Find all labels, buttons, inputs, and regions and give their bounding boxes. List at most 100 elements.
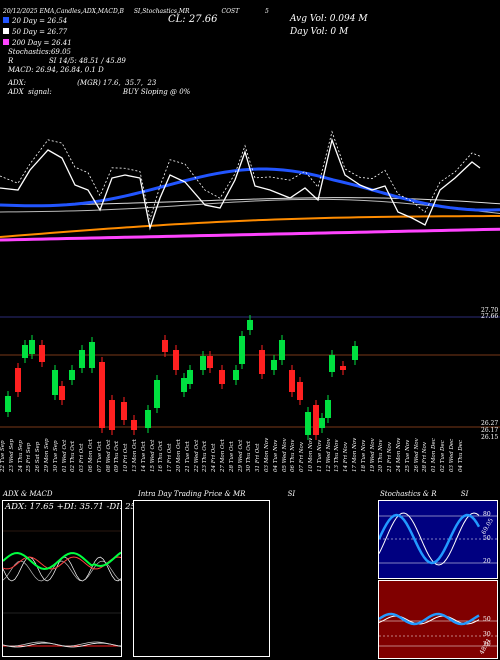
candle-body: [131, 420, 137, 430]
date-tick-label: 21 Fri Nov: [387, 442, 394, 472]
adx-lines: [3, 530, 121, 648]
adx-signal: ADX signal: BUY Sloping @ 0%: [8, 88, 191, 96]
ticker-label: COST: [221, 8, 240, 15]
intraday-panel: [133, 500, 270, 657]
date-tick-label: 03 Fri Oct: [79, 443, 86, 473]
adx-secondary-line: [3, 560, 121, 582]
minus-di-line: [3, 556, 121, 570]
date-tick-label: 07 Tue Oct: [96, 441, 103, 472]
date-tick-label: 30 Thu Oct: [246, 440, 253, 472]
candle-body: [109, 400, 115, 430]
macd-signal-curve: [3, 641, 121, 647]
adx-readout: ADX: (MGR) 17.6, 35.7, 23: [8, 79, 157, 87]
date-tick-label: 04 Thu Dec: [457, 440, 464, 472]
date-tick-label: 23 Thu Oct: [202, 440, 209, 472]
date-tick-label: 24 Fri Oct: [211, 443, 218, 473]
date-tick-label: 23 Wed Sep: [8, 438, 15, 472]
adx-panel-title: ADX & MACD: [3, 490, 53, 498]
stochastics-readout: Stochastics:69.05: [8, 48, 71, 56]
candle-body: [247, 320, 253, 330]
stoch-panel: 80 50 20 69.05: [378, 500, 498, 579]
stoch-level-50: 50: [483, 535, 491, 542]
candle-body: [271, 360, 277, 370]
date-tick-label: 09 Thu Oct: [114, 440, 121, 472]
date-tick-label: 26 Wed Nov: [413, 438, 420, 472]
date-tick-label: 03 Mon Nov: [264, 437, 270, 472]
candle-body: [279, 340, 285, 360]
price-label-bottom3: 26.15: [481, 434, 499, 441]
candle-body: [305, 412, 311, 435]
candle-body: [289, 370, 295, 392]
candle-body: [200, 356, 206, 370]
candle-body: [207, 356, 213, 368]
candle-body: [89, 342, 95, 368]
candle-body: [39, 345, 45, 362]
ma50-swatch: [3, 28, 9, 34]
candle-body: [181, 378, 187, 392]
candle-body: [329, 355, 335, 372]
date-tick-label: 25 Fri Sep: [26, 442, 33, 472]
date-tick-label: 12 Wed Nov: [325, 438, 332, 472]
candle-body: [145, 410, 151, 428]
date-tick-label: 05 Wed Nov: [281, 438, 288, 472]
date-tick-label: 29 Wed Oct: [237, 439, 244, 472]
stochastic-lines: [379, 512, 497, 566]
plus-di-line: [3, 551, 121, 571]
date-tick-label: 15 Wed Oct: [149, 439, 156, 472]
rsi-level-50: 50: [483, 616, 491, 623]
date-tick-label: 18 Tue Nov: [360, 439, 367, 472]
ema-chart: [0, 130, 500, 440]
date-tick-label: 13 Thu Nov: [334, 439, 341, 472]
date-tick-label: 27 Mon Oct: [220, 439, 226, 472]
stoch-panel-title: Stochastics & R SI: [380, 490, 468, 498]
date-axis: 22 Tue Sep 23 Wed Sep 24 Thu Sep 25 Fri Sep…: [0, 437, 500, 480]
ema50-line: [0, 198, 500, 214]
date-tick-label: 13 Mon Oct: [132, 439, 138, 472]
candle-body: [319, 418, 325, 428]
candle-body: [5, 396, 11, 412]
rsi-readout: R SI 14/5: 48.51 / 45.89: [8, 57, 126, 65]
ma50-legend: 50 Day = 26.77: [3, 28, 67, 36]
candle-body: [325, 400, 331, 418]
date-tick-label: 16 Thu Oct: [158, 440, 165, 472]
date-tick-label: 17 Fri Oct: [167, 443, 174, 473]
date-tick-label: 20 Thu Nov: [378, 439, 385, 472]
date-tick-label: 04 Tue Nov: [272, 439, 279, 472]
date-tick-label: 31 Fri Oct: [255, 443, 262, 473]
price-label-bottom: 26.27: [481, 420, 499, 427]
date-tick-label: 08 Wed Oct: [105, 439, 112, 472]
ema20-line: [0, 167, 500, 212]
date-tick-label: 26 Sat Sep: [35, 441, 42, 472]
candle-body: [29, 340, 35, 354]
candle-body: [259, 350, 265, 374]
adx-panel: ADX: 17.65 +DI: 35.71 -DI: 25: [2, 500, 136, 657]
date-tick-label: 11 Tue Nov: [316, 439, 323, 472]
stoch-si-text: SI: [460, 490, 469, 498]
date-tick-label: 21 Tue Oct: [184, 441, 191, 472]
candle-body: [233, 370, 239, 380]
indicator-list: SI,Stochastics,MR: [133, 8, 190, 15]
date-tick-label: 17 Mon Nov: [352, 437, 358, 472]
candle-body: [352, 346, 358, 360]
candle-body: [173, 350, 179, 370]
date-tick-label: 07 Fri Nov: [299, 442, 306, 472]
ma20-swatch: [3, 17, 9, 23]
ma200-label: 200 Day = 26.41: [12, 39, 72, 47]
macd-readout: MACD: 26.94, 26.84, 0.1 D: [8, 66, 104, 74]
stoch-k-line: [379, 513, 481, 565]
date-tick-label: 02 Tue Dec: [440, 440, 446, 472]
candle-body: [59, 386, 65, 400]
page-number: 5: [265, 8, 269, 15]
date-tick-label: 20 Mon Oct: [176, 439, 182, 472]
adx-panel-readout: ADX: 17.65 +DI: 35.71 -DI: 25: [5, 502, 136, 512]
date-tick-label: 24 Thu Sep: [17, 440, 24, 472]
ma200-legend: 200 Day = 26.41: [3, 39, 72, 47]
date-tick-label: 06 Thu Nov: [290, 439, 297, 472]
candle-body: [154, 380, 160, 408]
date-tick-label: 30 Tue Sep: [52, 440, 59, 472]
ema100-line: [0, 215, 500, 238]
date-tick-label: 10 Fri Oct: [123, 443, 130, 473]
candle-body: [219, 370, 225, 384]
chart-date-title: 20/12/2025 EMA,Candles,ADX,MACD,B: [3, 8, 124, 15]
upper-band-line: [0, 130, 481, 220]
